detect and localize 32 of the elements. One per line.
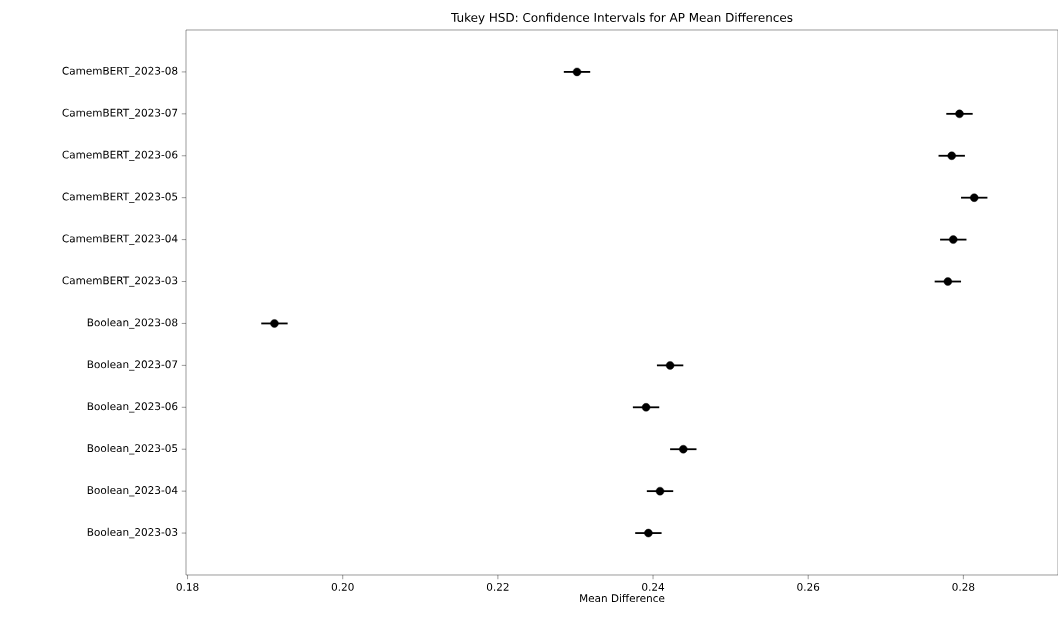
point: [644, 528, 653, 538]
point: [970, 193, 979, 202]
x-tick-label: 0.24: [642, 582, 665, 591]
x-tick-label: 0.20: [331, 582, 354, 591]
y-tick-label: Boolean_2023-07: [87, 360, 178, 371]
point: [947, 151, 956, 160]
point: [955, 109, 964, 119]
point: [572, 67, 582, 77]
point: [679, 445, 688, 454]
x-axis-title: Mean Difference: [580, 594, 665, 603]
y-tick-label: CamemBERT_2023-07: [62, 108, 178, 119]
y-tick-label: Boolean_2023-03: [87, 527, 178, 539]
chart-title: Tukey HSD: Confidence Intervals for AP Mean Differences: [451, 12, 793, 25]
y-tick-label: Boolean_2023-08: [87, 318, 178, 329]
x-tick-label: 0.28: [952, 582, 975, 591]
x-tick-label: 0.18: [176, 582, 199, 591]
point: [665, 361, 675, 370]
x-tick-label: 0.26: [797, 582, 820, 591]
y-tick-label: Boolean_2023-05: [87, 444, 178, 455]
point: [641, 403, 651, 412]
point: [270, 319, 279, 328]
y-tick-label: Boolean_2023-06: [87, 402, 178, 413]
point: [655, 486, 665, 496]
y-tick-label: CamemBERT_2023-04: [62, 234, 178, 245]
y-tick-label: CamemBERT_2023-08: [62, 66, 178, 78]
x-tick-label: 0.22: [486, 582, 509, 591]
y-tick-label: Boolean_2023-04: [87, 485, 178, 497]
point: [949, 235, 958, 244]
point: [943, 277, 953, 286]
y-tick-label: CamemBERT_2023-06: [62, 150, 178, 161]
y-tick-label: CamemBERT_2023-03: [62, 276, 178, 287]
y-tick-label: CamemBERT_2023-05: [62, 192, 178, 203]
